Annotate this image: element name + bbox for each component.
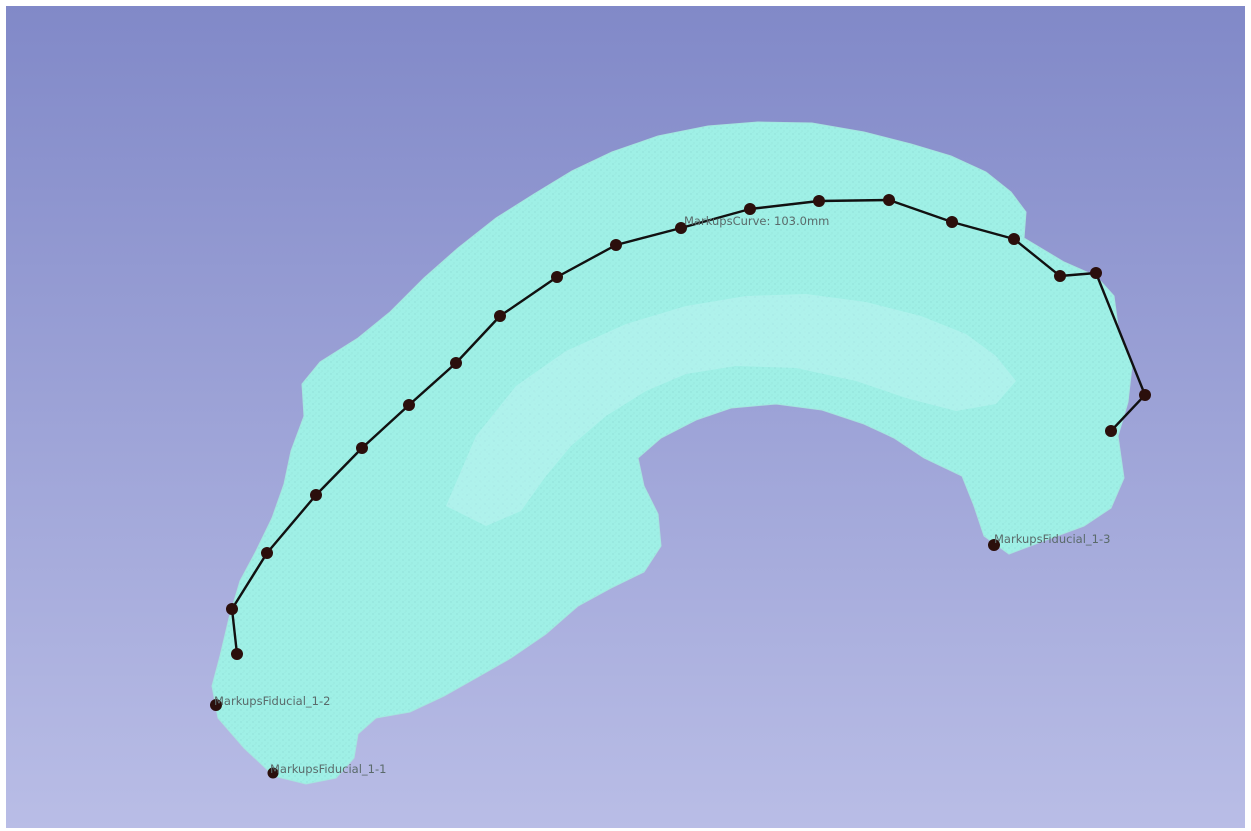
3d-viewport[interactable]: MarkupsCurve: 103.0mm MarkupsFiducial_1-… xyxy=(6,6,1245,828)
fiducial-1-point[interactable] xyxy=(267,767,279,779)
curve-point[interactable] xyxy=(610,239,622,251)
fiducial-3-label: MarkupsFiducial_1-3 xyxy=(994,532,1110,546)
curve-point[interactable] xyxy=(1139,389,1151,401)
fiducial-1-label: MarkupsFiducial_1-1 xyxy=(270,762,386,776)
curve-point[interactable] xyxy=(744,203,756,215)
fiducial-3-point[interactable] xyxy=(988,539,1000,551)
curve-point[interactable] xyxy=(403,399,415,411)
curve-point[interactable] xyxy=(231,648,243,660)
curve-point[interactable] xyxy=(356,442,368,454)
curve-point[interactable] xyxy=(226,603,238,615)
curve-point[interactable] xyxy=(551,271,563,283)
fiducial-2-label: MarkupsFiducial_1-2 xyxy=(214,694,330,708)
curve-point[interactable] xyxy=(1054,270,1066,282)
dental-arch-surface xyxy=(446,294,1016,526)
curve-point[interactable] xyxy=(494,310,506,322)
curve-point[interactable] xyxy=(261,547,273,559)
curve-point[interactable] xyxy=(1008,233,1020,245)
curve-point[interactable] xyxy=(675,222,687,234)
curve-point[interactable] xyxy=(1105,425,1117,437)
markups-curve-line[interactable] xyxy=(230,198,1147,655)
curve-point[interactable] xyxy=(883,194,895,206)
3d-scene[interactable]: MarkupsCurve: 103.0mm MarkupsFiducial_1-… xyxy=(6,6,1245,828)
curve-control-points[interactable] xyxy=(226,194,1151,660)
curve-point[interactable] xyxy=(310,489,322,501)
curve-label: MarkupsCurve: 103.0mm xyxy=(684,214,829,228)
fiducial-2-point[interactable] xyxy=(210,699,222,711)
curve-point[interactable] xyxy=(450,357,462,369)
curve-point[interactable] xyxy=(946,216,958,228)
curve-point[interactable] xyxy=(1090,267,1102,279)
curve-point[interactable] xyxy=(813,195,825,207)
